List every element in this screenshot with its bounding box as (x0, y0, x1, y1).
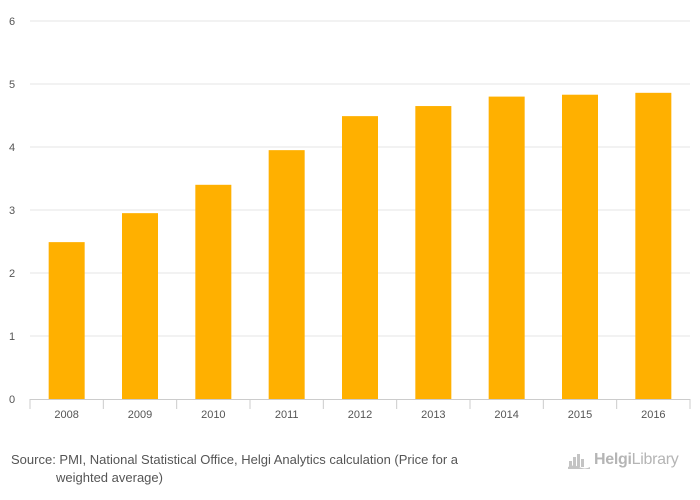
y-tick-label-6: 6 (9, 16, 15, 28)
logo-text-bold: Helgi (594, 451, 632, 468)
x-tick-label-2015: 2015 (568, 409, 592, 421)
x-tick-label-2009: 2009 (128, 409, 152, 421)
y-axis-tick-labels: 0 1 2 3 4 5 6 (9, 16, 15, 406)
source-line-2: weighted average) (56, 470, 163, 485)
bars (48, 92, 672, 400)
bar-2009[interactable] (122, 213, 158, 399)
bar-2014[interactable] (488, 96, 525, 399)
bar-2012[interactable] (342, 116, 378, 399)
x-axis (29, 399, 691, 409)
y-tick-label-1: 1 (9, 331, 15, 343)
x-tick-label-2016: 2016 (641, 409, 665, 421)
x-tick-label-2013: 2013 (421, 409, 445, 421)
bar-chart: 0 1 2 3 4 5 6 2008 2009 2010 2011 2012 2013 2014 2015… (9, 16, 691, 421)
helgi-library-logo-icon (568, 454, 590, 469)
x-tick-label-2011: 2011 (275, 409, 299, 421)
bar-2016[interactable] (635, 92, 672, 399)
y-tick-label-3: 3 (9, 205, 15, 217)
helgi-library-logo: HelgiLibrary (568, 450, 679, 470)
logo-text: HelgiLibrary (594, 451, 679, 469)
bar-2011[interactable] (268, 150, 305, 399)
logo-text-light: Library (631, 451, 679, 468)
bar-2013[interactable] (415, 106, 452, 400)
y-tick-label-5: 5 (9, 79, 15, 91)
y-tick-label-2: 2 (9, 268, 15, 280)
source-line-1: Source: PMI, National Statistical Office… (11, 452, 459, 467)
bar-2015[interactable] (562, 94, 598, 400)
x-tick-label-2008: 2008 (54, 409, 78, 421)
x-tick-label-2012: 2012 (348, 409, 372, 421)
x-tick-label-2014: 2014 (494, 409, 518, 421)
bar-2008[interactable] (48, 242, 85, 399)
y-tick-label-4: 4 (9, 142, 15, 154)
bar-2010[interactable] (195, 184, 232, 399)
x-tick-label-2010: 2010 (201, 409, 225, 421)
source-note: Source: PMI, National Statistical Office… (11, 451, 521, 487)
x-axis-tick-labels: 2008 2009 2010 2011 2012 2013 2014 2015 2016 (54, 409, 665, 421)
y-tick-label-0: 0 (9, 394, 15, 406)
